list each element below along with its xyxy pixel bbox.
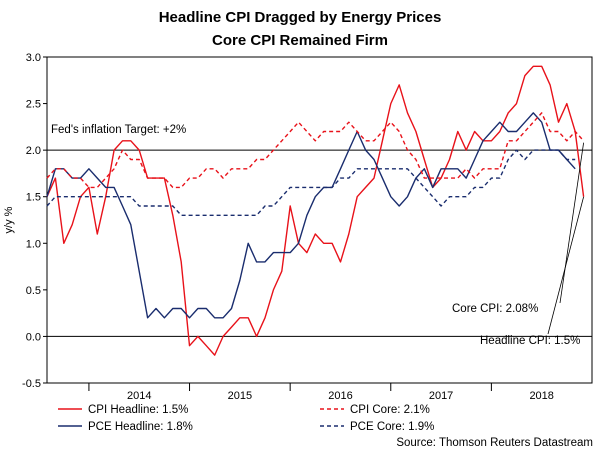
annotation-label: Core CPI: 2.08% [452, 303, 538, 315]
reference-line-label: Fed's inflation Target: +2% [51, 124, 186, 136]
series-line-4 [46, 149, 576, 217]
series-lines [46, 65, 585, 356]
x-tick-label: 2014 [127, 390, 151, 402]
annotation-label: Headline CPI: 1.5% [480, 335, 580, 347]
legend-label: CPI Headline: 1.5% [88, 404, 188, 416]
legend-label: PCE Core: 1.9% [350, 421, 434, 433]
x-axis: 2014 2015 2016 2017 2018 [88, 383, 554, 402]
reference-lines: Fed's inflation Target: +2% [47, 124, 592, 337]
y-tick-label: 1.5 [26, 192, 41, 204]
y-tick-label: 2.0 [26, 145, 41, 157]
chart-title: Headline CPI Dragged by Energy Prices [159, 9, 442, 26]
series-line-2 [46, 112, 576, 319]
legend-label: PCE Headline: 1.8% [88, 421, 193, 433]
annotations: Core CPI: 2.08% Headline CPI: 1.5% [452, 142, 585, 347]
y-tick-label: 2.5 [26, 99, 41, 111]
annotation-leader [559, 142, 585, 304]
legend-label: CPI Core: 2.1% [350, 404, 430, 416]
legend: CPI Headline: 1.5% PCE Headline: 1.8% CPI … [58, 404, 434, 433]
y-tick-label: 3.0 [26, 52, 41, 64]
series-line-1 [46, 65, 585, 356]
series-line-3 [46, 112, 585, 189]
plot-area [46, 56, 593, 384]
y-tick-label: -0.5 [22, 378, 41, 390]
source-note: Source: Thomson Reuters Datastream [396, 437, 593, 449]
chart-subtitle: Core CPI Remained Firm [212, 32, 388, 49]
y-tick-label: 1.0 [26, 238, 41, 250]
annotation-leader [547, 196, 585, 335]
y-axis: 3.0 2.5 2.0 1.5 1.0 0.5 0.0 -0.5 [22, 52, 47, 390]
x-tick-label: 2015 [228, 390, 252, 402]
y-tick-label: 0.0 [26, 331, 41, 343]
y-tick-label: 0.5 [26, 285, 41, 297]
x-tick-label: 2017 [429, 390, 453, 402]
y-axis-label: y/y % [3, 206, 15, 233]
x-tick-label: 2018 [529, 390, 553, 402]
x-tick-label: 2016 [328, 390, 352, 402]
